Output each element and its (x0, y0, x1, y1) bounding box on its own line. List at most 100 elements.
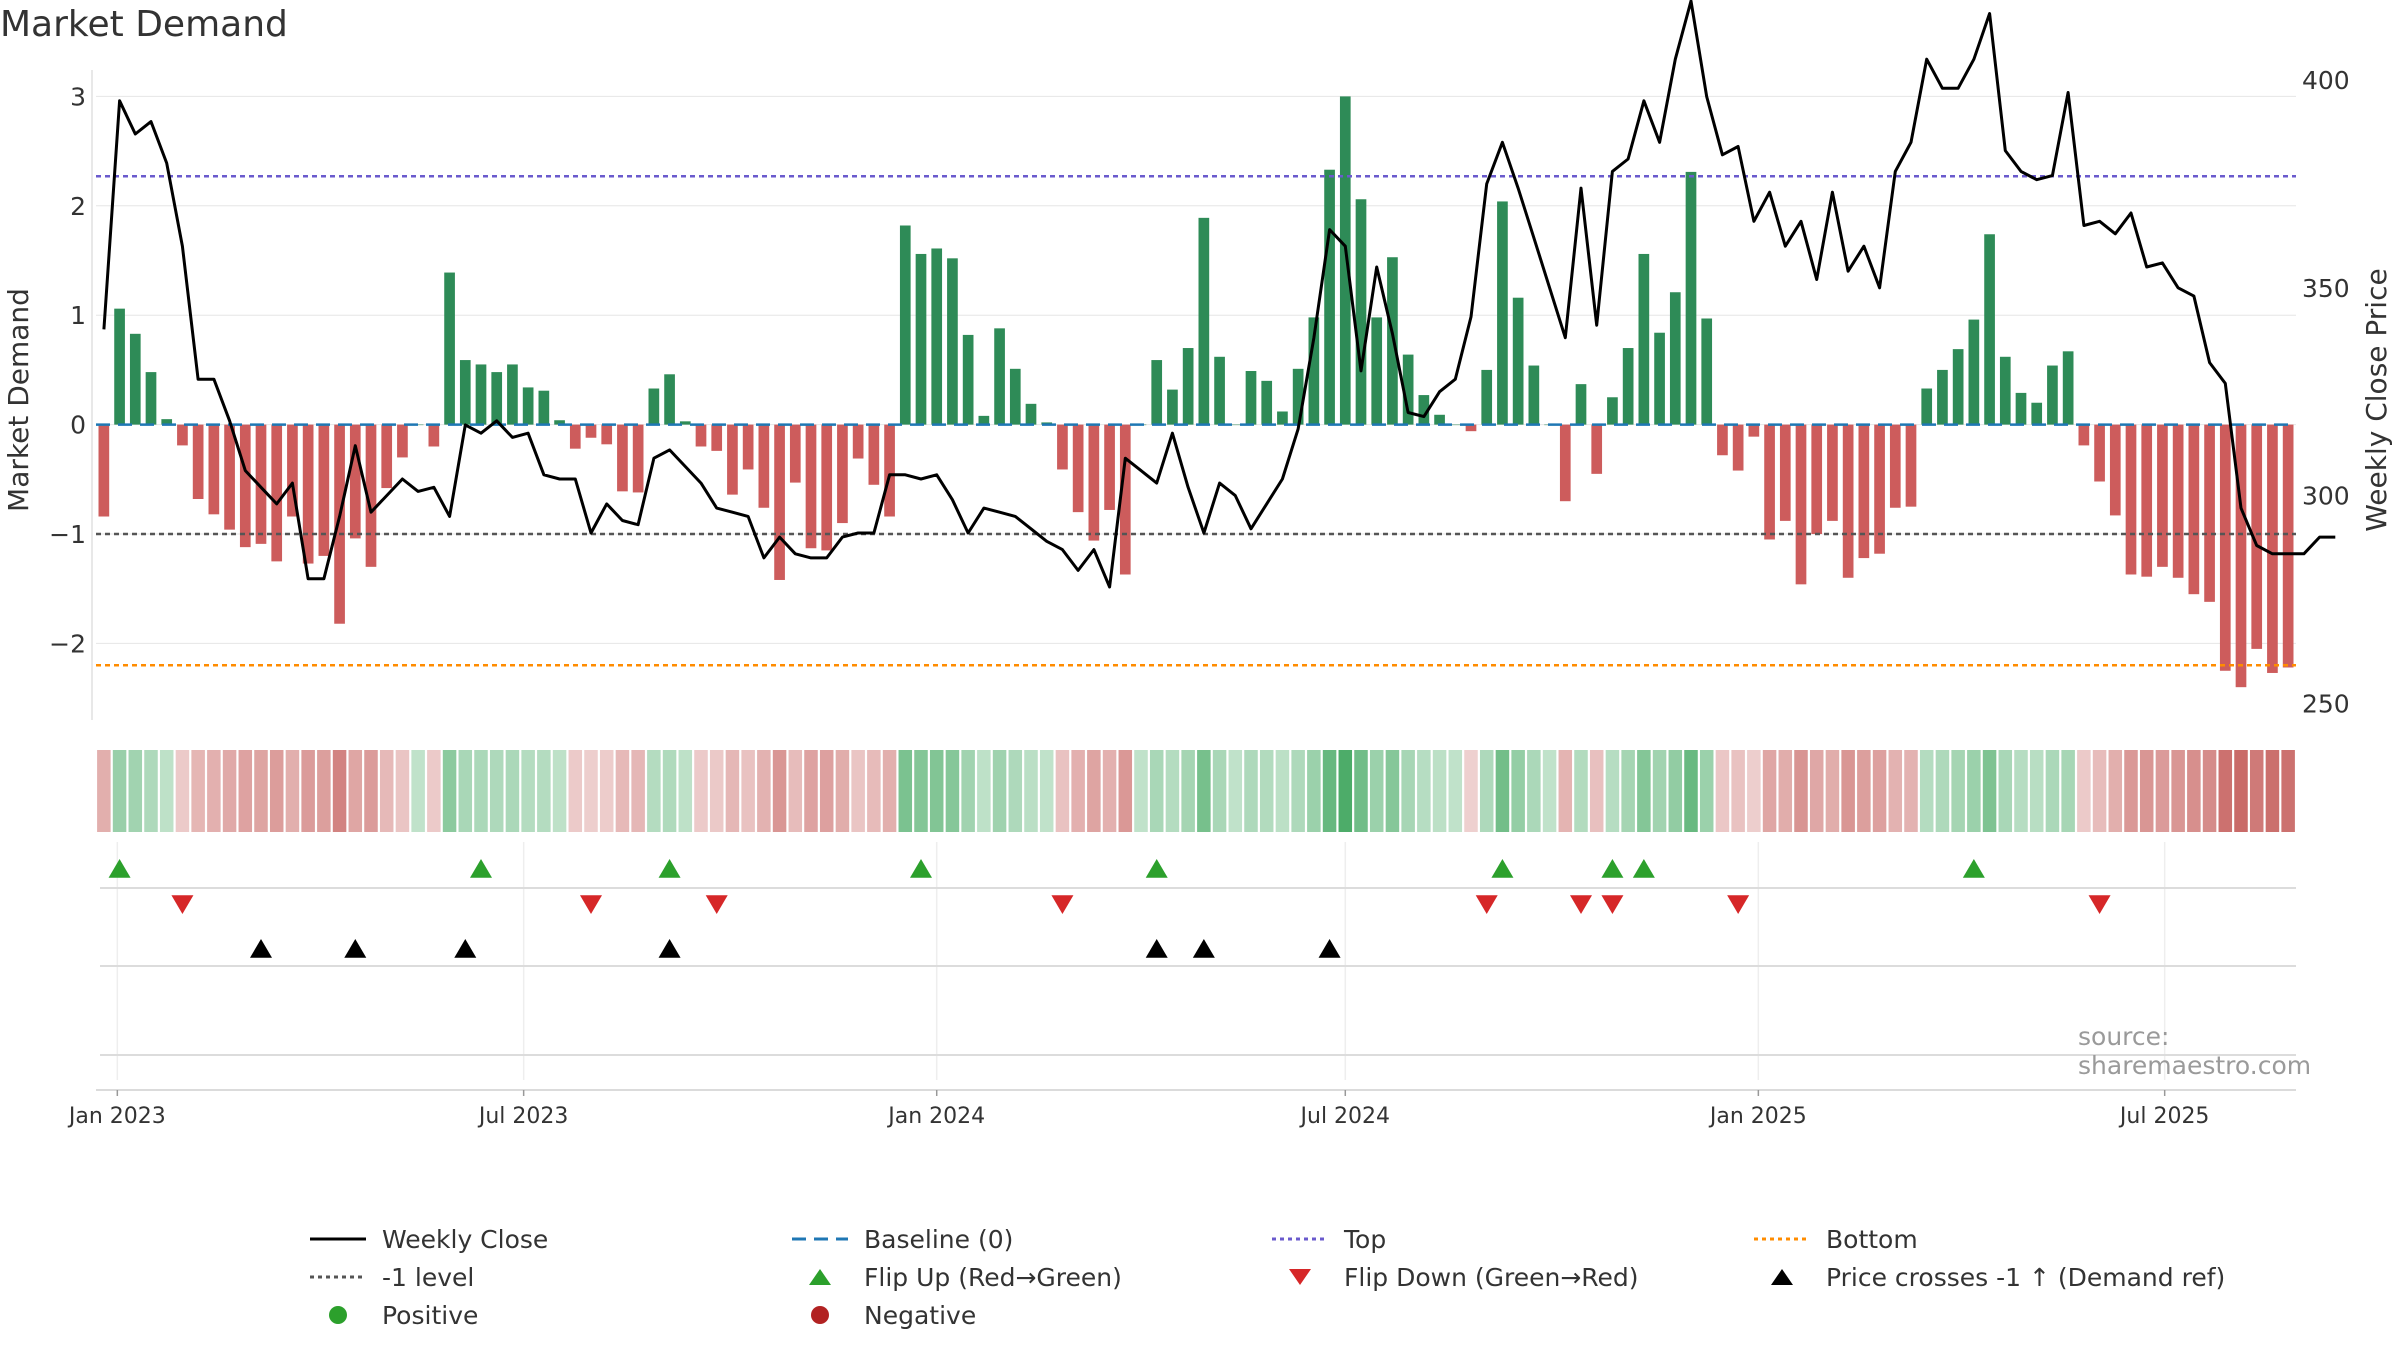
strip-cell (1401, 750, 1415, 832)
strip-cell (1228, 750, 1243, 832)
x-tick-label: Jul 2024 (1299, 1104, 1391, 1129)
legend-item-negative: Negative (790, 1296, 976, 1334)
strip-cell (97, 750, 111, 832)
flip-down-marker (1051, 895, 1074, 914)
demand-bar (98, 424, 110, 517)
strip-cell (2014, 750, 2028, 832)
demand-bar (569, 424, 581, 449)
strip-cell (819, 750, 834, 832)
x-tick-label: Jan 2024 (886, 1104, 985, 1129)
demand-bar (1732, 424, 1744, 471)
strip-cell (1259, 750, 1274, 832)
green-up-triangle-icon (809, 1269, 831, 1285)
strip-cell (1715, 750, 1730, 832)
demand-bar (1481, 369, 1493, 425)
strip-cell (1448, 750, 1463, 832)
strip-cell (772, 750, 787, 832)
demand-bar (2235, 424, 2247, 688)
y2-tick-label: 250 (2302, 689, 2350, 718)
strip-cell (411, 750, 425, 832)
legend-label: Bottom (1826, 1224, 1918, 1254)
strip-cell (2092, 750, 2107, 832)
demand-bar (1638, 253, 1650, 425)
demand-bar (1575, 384, 1587, 425)
demand-bar (2282, 424, 2294, 668)
strip-cell (1542, 750, 1557, 832)
demand-bar (412, 424, 424, 426)
strip-cell (647, 750, 661, 832)
demand-bar (2251, 424, 2263, 649)
flip-down-marker (580, 895, 602, 914)
strip-cell (804, 750, 818, 832)
demand-bar (774, 424, 785, 580)
demand-strip (97, 750, 2295, 832)
demand-bar (1214, 356, 1225, 425)
price-cross-marker (344, 939, 367, 958)
demand-bar (2047, 365, 2058, 425)
strip-cell (2139, 750, 2154, 832)
demand-bar (177, 424, 188, 446)
black-up-triangle-icon (1771, 1269, 1793, 1285)
strip-cell (238, 750, 253, 832)
demand-bar (1449, 424, 1461, 426)
strip-cell (1778, 750, 1793, 832)
flip-up-marker (1145, 859, 1168, 878)
strip-cell (725, 750, 740, 832)
demand-bar (2109, 424, 2121, 516)
strip-cell (1857, 750, 1871, 832)
strip-cell (1291, 750, 1305, 832)
demand-bar (1905, 424, 1917, 507)
legend-label: Positive (382, 1300, 479, 1330)
legend-item-level: -1 level (308, 1258, 474, 1296)
strip-cell (1888, 750, 1903, 832)
demand-bar (2172, 424, 2184, 578)
legend-label: Price crosses -1 ↑ (Demand ref) (1826, 1262, 2226, 1292)
strip-cell (1731, 750, 1745, 832)
demand-bar (1842, 424, 1854, 578)
x-tick-label: Jan 2023 (67, 1104, 166, 1129)
demand-bar (1779, 424, 1791, 521)
x-tick-label: Jul 2025 (2118, 1104, 2210, 1129)
strip-cell (1181, 750, 1195, 832)
strip-cell (1102, 750, 1117, 832)
flip-up-marker (910, 859, 932, 878)
strip-cell (584, 750, 598, 832)
strip-cell (1919, 750, 1934, 832)
demand-bar (1622, 348, 1634, 425)
demand-bar (381, 424, 393, 489)
strip-cell (1275, 750, 1290, 832)
y2-tick-label: 400 (2302, 66, 2350, 95)
strip-cell (615, 750, 630, 832)
strip-cell (2124, 750, 2138, 832)
demand-bar (601, 424, 613, 445)
demand-bar (365, 424, 377, 567)
strip-cell (757, 750, 771, 832)
demand-bar (852, 424, 864, 459)
strip-cell (1385, 750, 1400, 832)
strip-cell (1338, 750, 1353, 832)
demand-bar (2094, 424, 2105, 482)
demand-bar (1465, 424, 1477, 432)
demand-bar (915, 253, 927, 425)
strip-cell (1087, 750, 1101, 832)
demand-bar (114, 308, 125, 425)
strip-cell (474, 750, 488, 832)
demand-bar (617, 424, 628, 492)
strip-cell (1825, 750, 1840, 832)
demand-bars (98, 96, 2294, 688)
demand-bar (1167, 389, 1178, 425)
demand-bar (931, 248, 943, 425)
y2-tick-label: 300 (2302, 482, 2350, 511)
demand-bar (2015, 392, 2027, 425)
strip-cell (269, 750, 284, 832)
strip-cell (521, 750, 535, 832)
demand-bar (664, 374, 675, 425)
flip-up-marker (1601, 859, 1624, 878)
demand-bar (129, 333, 141, 425)
flip-down-marker (2088, 895, 2111, 914)
y2-tick-label: 350 (2302, 274, 2350, 303)
strip-cell (159, 750, 174, 832)
demand-bar (287, 424, 298, 517)
strip-cell (1212, 750, 1227, 832)
